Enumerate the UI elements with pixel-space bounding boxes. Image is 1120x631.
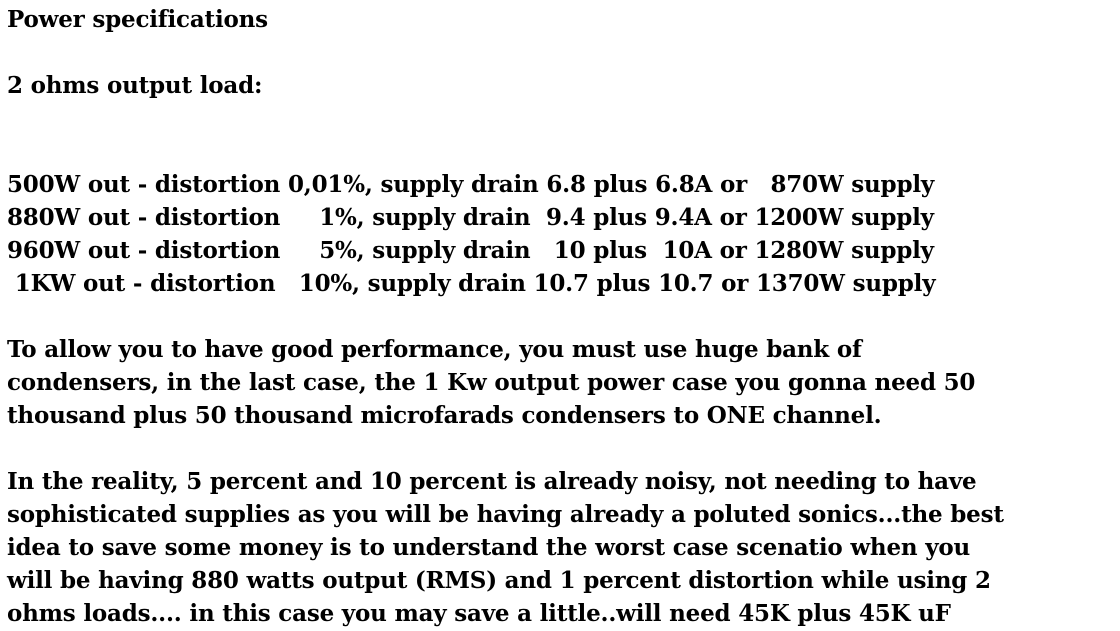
paragraph-line: sophisticated supplies as you will be ha… xyxy=(7,501,1004,528)
spec-line: 1KW out - distortion 10%, supply drain 1… xyxy=(7,270,936,297)
paragraph-line: will be having 880 watts output (RMS) an… xyxy=(7,567,991,594)
paragraph-line: To allow you to have good performance, y… xyxy=(7,336,862,363)
page-heading: Power specifications xyxy=(7,6,268,33)
spec-line: 500W out - distortion 0,01%, supply drai… xyxy=(7,171,935,198)
paragraph-line: thousand plus 50 thousand microfarads co… xyxy=(7,402,882,429)
spec-line: 960W out - distortion 5%, supply drain 1… xyxy=(7,237,934,264)
paragraph-line: ohms loads.... in this case you may save… xyxy=(7,600,951,627)
paragraph-line: In the reality, 5 percent and 10 percent… xyxy=(7,468,977,495)
paragraph-line: idea to save some money is to understand… xyxy=(7,534,971,561)
load-subheading: 2 ohms output load: xyxy=(7,72,263,99)
paragraph-line: condensers, in the last case, the 1 Kw o… xyxy=(7,369,976,396)
spec-line: 880W out - distortion 1%, supply drain 9… xyxy=(7,204,934,231)
